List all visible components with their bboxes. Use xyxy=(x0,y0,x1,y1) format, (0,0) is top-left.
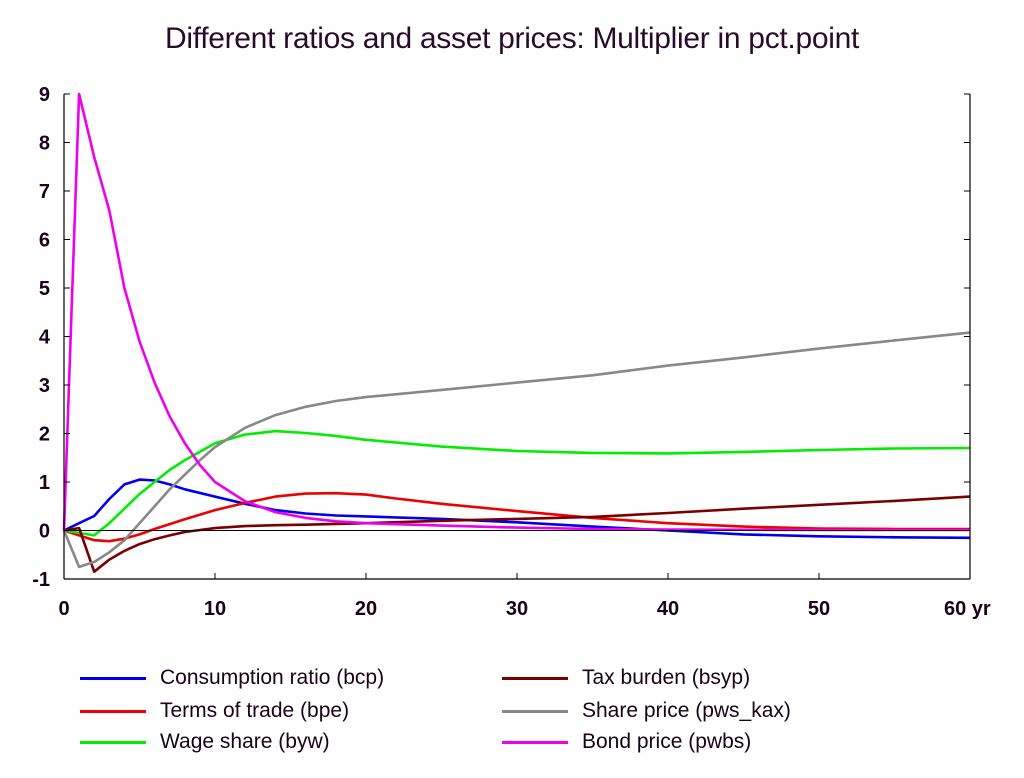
x-tick-label: 10 xyxy=(204,598,226,620)
x-tick-label: 20 xyxy=(355,598,377,620)
chart-title: Different ratios and asset prices: Multi… xyxy=(164,22,860,55)
y-tick-label: 1 xyxy=(39,472,50,494)
y-tick-label: 6 xyxy=(39,230,50,252)
y-tick-label: 8 xyxy=(39,133,50,155)
y-tick-label: 7 xyxy=(39,181,50,203)
series-line-5 xyxy=(62,331,971,569)
x-tick-label: 50 xyxy=(808,598,830,620)
series-layer xyxy=(62,92,971,573)
ticks-layer: -1 0 1 2 3 4 5 6 7 8 9 0 10 20 30 40 50 60 yr xyxy=(32,84,991,620)
y-tick-label: 5 xyxy=(39,278,50,300)
axes-layer xyxy=(63,94,971,580)
y-tick-label: 0 xyxy=(39,521,50,543)
y-tick-label: 9 xyxy=(39,84,50,106)
series-line-1 xyxy=(63,478,971,540)
x-tick-label: 60 yr xyxy=(944,598,991,620)
series-line-3 xyxy=(63,429,971,537)
series-line-2 xyxy=(63,491,970,543)
x-tick-label: 30 xyxy=(506,598,528,620)
y-tick-label: 4 xyxy=(39,327,51,349)
x-tick-label: 40 xyxy=(657,598,679,620)
series-line-6 xyxy=(62,92,970,532)
x-tick-label: 0 xyxy=(58,598,69,620)
y-tick-label: 2 xyxy=(39,424,50,446)
y-tick-label: -1 xyxy=(32,569,50,591)
series-line-4 xyxy=(63,495,971,573)
y-tick-label: 3 xyxy=(39,375,50,397)
